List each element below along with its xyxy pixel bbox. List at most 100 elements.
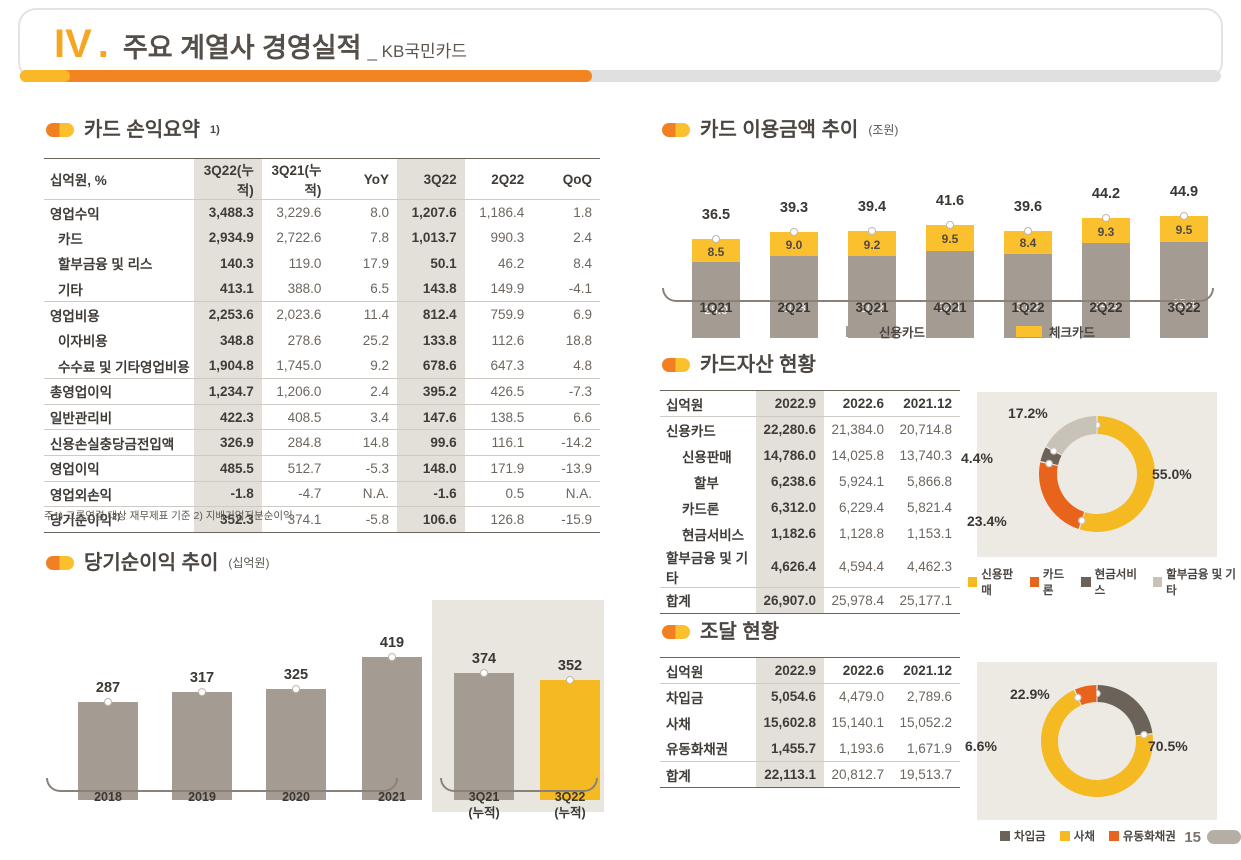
col-header-qoq: QoQ xyxy=(562,171,592,187)
table-cell: 9.2 xyxy=(370,358,390,374)
donut-slice xyxy=(1079,416,1155,532)
table-cell: 116.1 xyxy=(491,435,525,451)
table-row: 할부금융 및 기타 4,626.4 4,594.4 4,462.3 xyxy=(660,546,960,587)
legend-label: 사채 xyxy=(1073,831,1095,843)
x-axis-label: 3Q22 xyxy=(1167,300,1201,315)
table-cell: -4.1 xyxy=(568,281,592,297)
donut-value-label: 23.4% xyxy=(967,513,1007,529)
table-row: 신용카드 22,280.6 21,384.0 20,714.8 xyxy=(660,416,960,443)
legend-label-check-card: 체크카드 xyxy=(1049,326,1096,340)
table-header-row: 십억원, % 3Q22(누적) 3Q21(누적) YoY 3Q22 2Q22 Q… xyxy=(44,158,600,200)
legend-swatch xyxy=(1029,577,1039,587)
table-cell: 6.9 xyxy=(573,307,592,323)
table-cell: -14.2 xyxy=(561,435,592,451)
x-axis-label: 3Q21 (누적) xyxy=(468,790,500,820)
table-row: 영업수익 3,488.3 3,229.6 8.0 1,207.6 1,186.4 1.8 xyxy=(44,199,600,226)
table-cell: 1,186.4 xyxy=(479,205,525,221)
table-cell: N.A. xyxy=(565,486,592,502)
table-cell: 1,153.1 xyxy=(906,526,952,541)
table-cell: 352.3 xyxy=(194,506,262,533)
bar-top-marker-dot xyxy=(480,668,488,677)
table-cell: 647.3 xyxy=(490,358,525,374)
table-cell: 7.8 xyxy=(370,230,390,246)
bar-segment-credit-card xyxy=(926,251,974,338)
table-row: 영업비용 2,253.6 2,023.6 11.4 812.4 759.9 6.9 xyxy=(44,301,600,328)
bar-value-credit-card: 28.0 xyxy=(704,302,728,317)
table-cell: 2,722.6 xyxy=(276,230,322,246)
net-income-bar-chart: 287 317 325 419 374 352 xyxy=(44,600,604,830)
section-unit-usage-trend: (조원) xyxy=(868,123,899,137)
profit-table-footnote: 주1) 그룹연결 대상 재무제표 기준 2) 지배기업지분순이익 xyxy=(44,510,293,522)
row-label: 합계 xyxy=(666,768,691,784)
table-cell: 1,671.9 xyxy=(906,740,952,756)
table-cell: -5.3 xyxy=(365,460,390,476)
legend-swatch-credit-card xyxy=(846,326,872,337)
bar-top-marker-dot xyxy=(388,653,396,662)
table-cell: 140.3 xyxy=(194,250,262,277)
legend-swatch xyxy=(968,577,978,587)
col-header-yoy: YoY xyxy=(363,171,390,187)
donut-value-label: 6.6% xyxy=(965,738,997,754)
row-label: 카드 xyxy=(58,231,83,247)
bar xyxy=(266,689,326,800)
table-cell: 1,904.8 xyxy=(194,353,262,379)
table-cell: 1.8 xyxy=(573,205,592,221)
bar xyxy=(78,702,138,800)
table-cell: 278.6 xyxy=(287,332,322,348)
bar-value-check-card: 9.5 xyxy=(1175,223,1193,238)
col-header-3q22-cum: 3Q22(누적) xyxy=(194,158,262,200)
bar-segment-check-card xyxy=(770,231,818,256)
table-cell: 14,025.8 xyxy=(831,448,884,463)
section-roman-numeral: IV xyxy=(54,22,92,66)
table-cell: 26,907.0 xyxy=(756,587,824,613)
row-label: 영업비용 xyxy=(50,308,100,324)
table-cell: 2,023.6 xyxy=(276,307,322,323)
col-header-3q22: 3Q22 xyxy=(397,158,465,200)
table-cell: 678.6 xyxy=(397,353,465,379)
bar xyxy=(362,657,422,800)
table-cell: 5,054.6 xyxy=(756,683,824,710)
table-cell: 15,052.2 xyxy=(899,715,952,730)
bar-value-check-card: 8.5 xyxy=(707,244,725,259)
section-title-funding: 조달 현황 xyxy=(700,621,780,643)
bar-value-check-card: 9.3 xyxy=(1097,224,1115,239)
table-row: 할부 6,238.6 5,924.1 5,866.8 xyxy=(660,468,960,495)
donut-value-label: 4.4% xyxy=(961,450,993,466)
bullet-pill-icon xyxy=(662,625,690,639)
bullet-pill-icon xyxy=(46,123,74,137)
bullet-pill-icon xyxy=(662,358,690,372)
bar-total-label: 41.6 xyxy=(935,193,965,210)
table-cell: 20,714.8 xyxy=(899,422,952,438)
legend-swatch xyxy=(1108,831,1119,841)
bar-value-check-card: 9.5 xyxy=(941,232,959,247)
table-cell: 4,462.3 xyxy=(906,559,952,574)
table-cell: -5.8 xyxy=(365,511,390,527)
bar-total-label: 39.6 xyxy=(1013,198,1043,215)
row-label: 일반관리비 xyxy=(50,411,113,427)
legend-label: 현금서비스 xyxy=(1094,569,1137,597)
table-header-row: 십억원 2022.9 2022.6 2021.12 xyxy=(660,657,960,684)
table-cell: -4.7 xyxy=(298,486,322,502)
bar-value-label: 352 xyxy=(557,658,583,675)
table-cell: 1,234.7 xyxy=(194,378,262,405)
row-label: 사채 xyxy=(666,716,691,732)
legend-label: 카드론 xyxy=(1042,569,1065,597)
legend-item: 카드론 xyxy=(1029,566,1073,598)
section-title-net-income: 당기순이익 추이 xyxy=(84,552,219,574)
bullet-pill-icon xyxy=(46,556,74,570)
bar-segment-check-card xyxy=(692,239,740,263)
bar-segment-check-card xyxy=(1160,216,1208,243)
table-cell: 126.8 xyxy=(490,511,525,527)
row-label: 영업외손익 xyxy=(50,487,113,503)
table-row: 사채 15,602.8 15,140.1 15,052.2 xyxy=(660,709,960,736)
x-axis-label: 2020 xyxy=(282,790,310,804)
row-label: 신용판매 xyxy=(682,449,732,465)
header-progress-yellow-cap xyxy=(20,70,70,82)
stacked-bar xyxy=(926,225,974,338)
table-cell: 1,206.0 xyxy=(276,383,322,399)
row-label: 현금서비스 xyxy=(682,527,745,543)
table-cell: 3,229.6 xyxy=(276,205,322,221)
profit-summary-table: 십억원, % 3Q22(누적) 3Q21(누적) YoY 3Q22 2Q22 Q… xyxy=(44,158,600,533)
legend-item: 차입금 xyxy=(1000,828,1046,844)
table-cell: 3.4 xyxy=(370,409,390,425)
